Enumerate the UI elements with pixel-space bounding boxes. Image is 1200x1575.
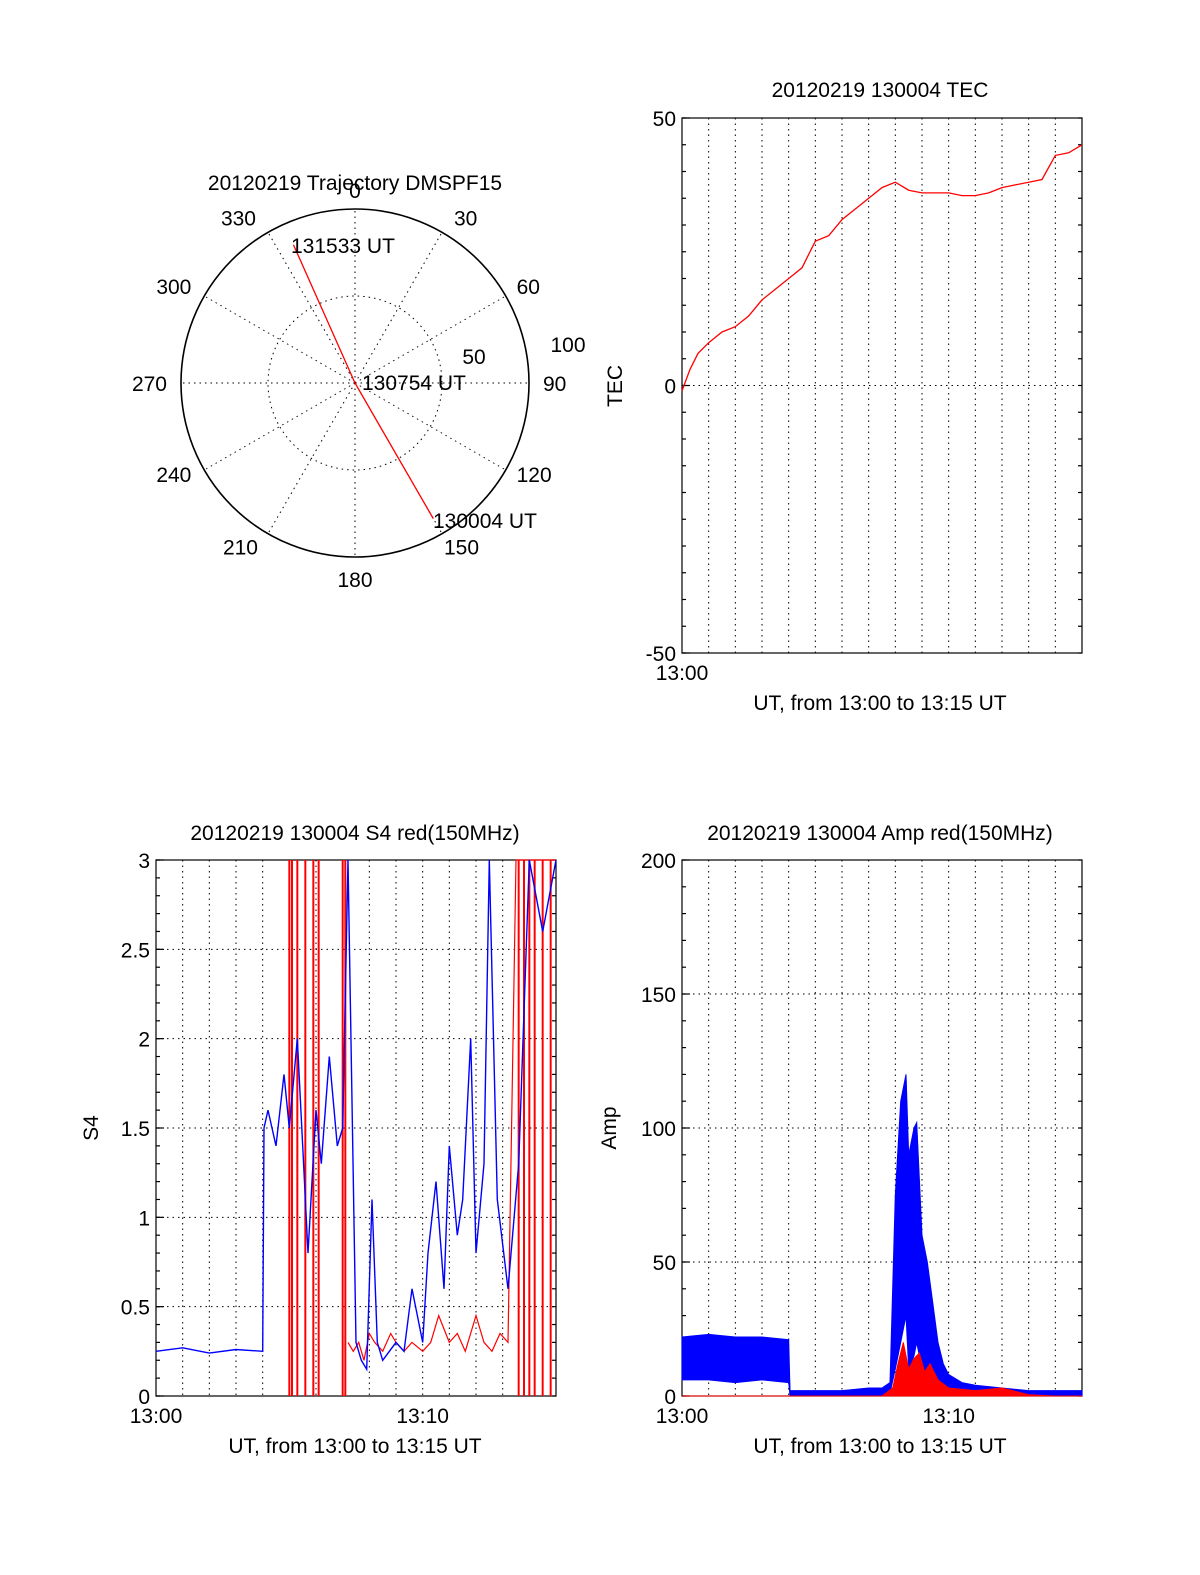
tec-xlabel: UT, from 13:00 to 13:15 UT <box>753 692 1006 715</box>
polar-spoke <box>267 382 356 534</box>
ytick-label: 50 <box>653 1252 676 1275</box>
xtick-label: 13:10 <box>922 1405 975 1428</box>
s4-xlabel: UT, from 13:00 to 13:15 UT <box>228 1435 481 1458</box>
tec-line <box>681 144 1083 392</box>
s4-tick-labels: 0 0.5 1 1.5 2 2.5 3 13:00 13:10 <box>121 850 449 1428</box>
polar-radius-label: 100 <box>550 334 585 357</box>
plot-frame <box>155 859 557 1397</box>
s4-title: 20120219 130004 S4 red(150MHz) <box>190 822 519 845</box>
ytick-label: 0.5 <box>121 1297 150 1320</box>
polar-trajectory-panel: 20120219 Trajectory DMSPF15 0 30 60 90 120 15… <box>132 172 586 592</box>
polar-angle-label: 0 <box>349 180 361 203</box>
polar-spoke <box>204 382 356 471</box>
amp-xlabel: UT, from 13:00 to 13:15 UT <box>753 1435 1006 1458</box>
ytick-label: 200 <box>641 850 676 873</box>
s4-series <box>155 859 557 1396</box>
ytick-label: 1 <box>138 1207 150 1230</box>
polar-angle-label: 210 <box>223 537 258 560</box>
plot-frame <box>681 859 1083 1397</box>
polar-spoke <box>267 232 356 384</box>
polar-angle-label: 330 <box>221 207 256 230</box>
ytick-label: -50 <box>646 643 676 666</box>
amp-blue-line <box>681 1079 1082 1394</box>
tec-series <box>681 144 1083 392</box>
amp-grid <box>681 859 1083 1397</box>
trajectory-start-time: 130004 UT <box>433 510 537 533</box>
xtick-label: 13:10 <box>396 1405 449 1428</box>
ytick-label: 150 <box>641 984 676 1007</box>
ytick-label: 2 <box>138 1029 150 1052</box>
polar-spoke <box>354 382 506 471</box>
polar-angle-label: 270 <box>132 373 167 396</box>
amp-title: 20120219 130004 Amp red(150MHz) <box>707 822 1053 845</box>
amp-panel: 20120219 130004 Amp red(150MHz) 0 50 100 15… <box>598 822 1083 1458</box>
polar-inner-circle <box>267 295 443 471</box>
polar-angle-label: 120 <box>517 464 552 487</box>
polar-spoke <box>204 295 356 384</box>
s4-panel: 20120219 130004 S4 red(150MHz) 0 0.5 1 1.5 2… <box>80 822 557 1458</box>
trajectory-end-time: 131533 UT <box>291 235 395 258</box>
polar-spoke <box>354 232 443 384</box>
s4-red-line <box>347 859 556 1361</box>
polar-angle-label: 180 <box>337 569 372 592</box>
ytick-label: 50 <box>653 108 676 131</box>
polar-angle-label: 300 <box>156 276 191 299</box>
polar-angle-labels: 0 30 60 90 120 150 180 210 240 270 300 330 <box>132 180 566 592</box>
ytick-label: 2.5 <box>121 939 150 962</box>
polar-radius-label: 50 <box>462 346 485 369</box>
xtick-label: 13:00 <box>656 662 709 685</box>
s4-blue-line <box>155 859 557 1372</box>
polar-radius-labels: 50 100 <box>462 334 585 369</box>
tec-title: 20120219 130004 TEC <box>772 79 989 102</box>
polar-angle-label: 90 <box>543 373 566 396</box>
polar-spoke <box>354 295 506 384</box>
polar-angle-label: 60 <box>517 276 540 299</box>
polar-outer-circle <box>180 208 530 558</box>
xtick-label: 13:00 <box>130 1405 183 1428</box>
polar-angle-label: 240 <box>156 464 191 487</box>
ytick-label: 3 <box>138 850 150 873</box>
ytick-label: 0 <box>664 376 676 399</box>
polar-angle-label: 150 <box>444 537 479 560</box>
trajectory-center-time: 130754 UT <box>362 372 466 395</box>
amp-ylabel: Amp <box>598 1106 621 1149</box>
xtick-label: 13:00 <box>656 1405 709 1428</box>
polar-angle-label: 30 <box>454 207 477 230</box>
ytick-label: 0 <box>664 1386 676 1409</box>
tec-grid <box>681 117 1083 654</box>
polar-title: 20120219 Trajectory DMSPF15 <box>208 172 502 195</box>
ytick-label: 0 <box>138 1386 150 1409</box>
ytick-label: 1.5 <box>121 1118 150 1141</box>
amp-red-area <box>682 1342 1082 1397</box>
polar-trajectory <box>292 244 434 519</box>
amp-tick-labels: 0 50 100 150 200 13:00 13:10 <box>641 850 975 1428</box>
tec-ylabel: TEC <box>604 365 627 407</box>
amp-series <box>681 1074 1083 1397</box>
s4-ylabel: S4 <box>80 1115 103 1141</box>
ytick-label: 100 <box>641 1118 676 1141</box>
plot-frame <box>681 117 1083 654</box>
trajectory-line <box>292 244 434 519</box>
amp-blue-band <box>681 1074 1083 1397</box>
